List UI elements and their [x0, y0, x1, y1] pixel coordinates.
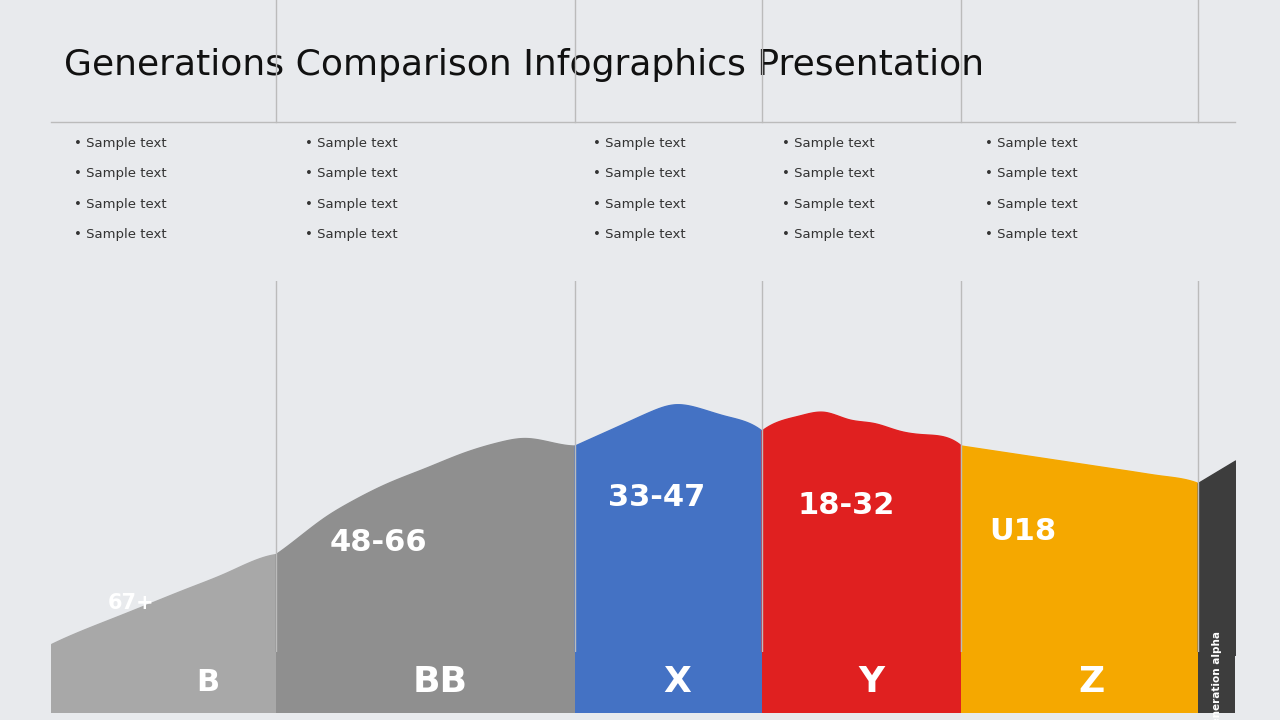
Text: • Sample text: • Sample text: [782, 197, 874, 210]
Text: • Sample text: • Sample text: [74, 228, 166, 241]
Text: • Sample text: • Sample text: [306, 137, 398, 150]
Text: Y: Y: [859, 665, 884, 699]
Text: B: B: [197, 667, 220, 697]
Text: Z: Z: [1078, 665, 1105, 699]
Text: • Sample text: • Sample text: [594, 228, 686, 241]
Text: Generations Comparison Infographics Presentation: Generations Comparison Infographics Pres…: [64, 48, 984, 82]
Text: • Sample text: • Sample text: [74, 137, 166, 150]
Text: • Sample text: • Sample text: [984, 228, 1078, 241]
Text: • Sample text: • Sample text: [594, 137, 686, 150]
Text: U18: U18: [989, 517, 1056, 546]
Text: • Sample text: • Sample text: [782, 228, 874, 241]
Text: • Sample text: • Sample text: [984, 167, 1078, 180]
Text: • Sample text: • Sample text: [984, 137, 1078, 150]
Text: • Sample text: • Sample text: [306, 228, 398, 241]
Text: 18-32: 18-32: [797, 491, 895, 520]
Text: • Sample text: • Sample text: [594, 197, 686, 210]
Text: • Sample text: • Sample text: [782, 167, 874, 180]
Text: • Sample text: • Sample text: [306, 167, 398, 180]
Text: • Sample text: • Sample text: [782, 137, 874, 150]
Text: BB: BB: [412, 665, 467, 699]
Text: • Sample text: • Sample text: [594, 167, 686, 180]
Text: Generation alpha: Generation alpha: [1211, 631, 1221, 720]
Text: • Sample text: • Sample text: [74, 167, 166, 180]
Text: • Sample text: • Sample text: [74, 197, 166, 210]
Text: 33-47: 33-47: [608, 483, 705, 513]
Text: • Sample text: • Sample text: [306, 197, 398, 210]
Text: 48-66: 48-66: [329, 528, 428, 557]
Text: X: X: [663, 665, 691, 699]
Text: • Sample text: • Sample text: [984, 197, 1078, 210]
Text: 67+: 67+: [108, 593, 154, 613]
